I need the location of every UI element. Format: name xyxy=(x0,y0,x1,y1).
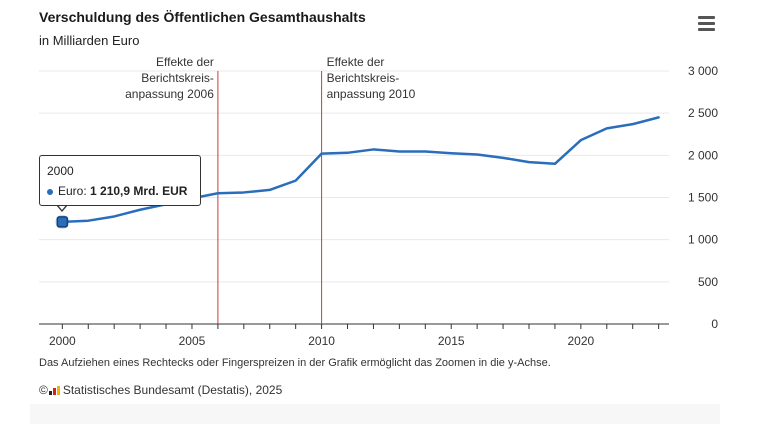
plot-line-label: Berichtskreis- xyxy=(327,71,400,85)
plot-line-label: anpassung 2006 xyxy=(125,87,214,101)
x-tick-label: 2015 xyxy=(438,334,465,348)
y-tick-label: 2 000 xyxy=(688,148,718,162)
y-tick-label: 1 500 xyxy=(688,191,718,205)
y-tick-label: 500 xyxy=(698,275,718,289)
plot-line-label: Effekte der xyxy=(156,55,214,69)
highlight-point xyxy=(56,216,69,228)
tooltip-series-label: Euro: xyxy=(58,184,87,198)
tooltip-value-row: Euro: 1 210,9 Mrd. EUR xyxy=(47,184,187,198)
zoom-hint: Das Aufziehen eines Rechtecks oder Finge… xyxy=(39,357,551,369)
tooltip-value: 1 210,9 Mrd. EUR xyxy=(90,184,188,198)
y-tick-label: 1 000 xyxy=(688,233,718,247)
plot-line-label: anpassung 2010 xyxy=(327,87,416,101)
destatis-logo-icon xyxy=(48,386,60,395)
tooltip-arrow-fill xyxy=(57,204,67,210)
plot-line-label: Berichtskreis- xyxy=(141,71,214,85)
hamburger-menu-icon[interactable] xyxy=(696,13,718,33)
y-tick-label: 3 000 xyxy=(688,64,718,78)
x-tick-label: 2000 xyxy=(49,334,76,348)
chart-title: Verschuldung des Öffentlichen Gesamthaus… xyxy=(39,9,366,25)
chart-tooltip: 2000 Euro: 1 210,9 Mrd. EUR xyxy=(39,155,201,206)
y-tick-label: 2 500 xyxy=(688,106,718,120)
y-tick-label: 0 xyxy=(711,317,718,331)
plot-line-label: Effekte der xyxy=(327,55,385,69)
chart-footer-shade xyxy=(30,404,720,424)
series-dot-icon xyxy=(47,188,53,195)
chart-subtitle: in Milliarden Euro xyxy=(39,33,140,48)
credits[interactable]: © Statistisches Bundesamt (Destatis), 202… xyxy=(39,383,282,397)
credit-text: Statistisches Bundesamt (Destatis), 2025 xyxy=(62,383,283,397)
x-tick-label: 2010 xyxy=(308,334,335,348)
x-tick-label: 2005 xyxy=(179,334,206,348)
x-tick-label: 2020 xyxy=(568,334,595,348)
tooltip-year: 2000 xyxy=(47,164,74,178)
copyright-sign: © xyxy=(39,383,48,397)
